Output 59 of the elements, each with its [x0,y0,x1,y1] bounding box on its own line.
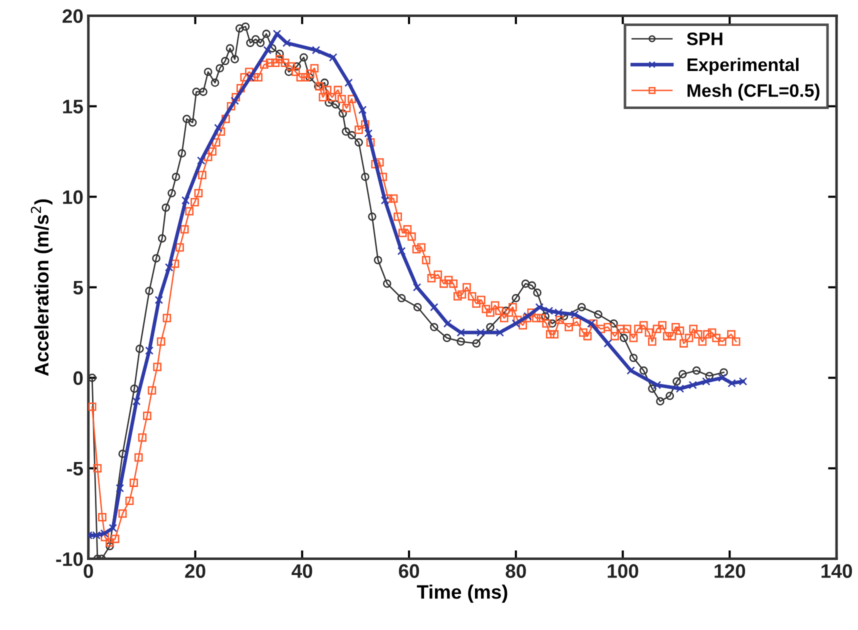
y-tick-label: 20 [62,9,83,23]
point [496,328,504,337]
point [443,319,452,328]
point [181,196,190,205]
point [108,524,118,532]
point [246,73,254,82]
point [430,303,438,312]
point [344,78,353,87]
point [476,328,485,337]
point [214,124,222,132]
point [164,263,174,272]
point [456,328,466,337]
point [358,106,367,114]
point [282,38,291,48]
y-tick-label: -10 [56,552,83,566]
point [154,296,164,304]
x-tick-label: 40 [292,564,312,578]
point [738,377,748,386]
point [652,380,662,390]
point [587,319,596,328]
point [364,129,373,138]
point [230,96,239,105]
point [263,46,272,54]
point [116,484,124,492]
y-tick-label: 0 [73,371,83,386]
y-tick-label: 10 [63,190,83,204]
y-axis-title: Acceleration (m/s$^{2}$) [30,199,52,376]
point [626,366,635,375]
point [328,53,338,62]
y-tick-label: -5 [66,462,83,476]
point [380,196,390,205]
point [512,319,520,328]
point [676,384,684,393]
x-tick-label: 140 [822,564,852,578]
point [570,310,579,319]
x-tick-label: 0 [84,564,93,578]
point [718,374,726,382]
point [145,346,154,355]
point [688,380,697,390]
x-axis-title: Time (ms) [416,584,508,603]
point [132,397,141,406]
point [196,156,206,165]
point [604,339,612,348]
point [312,46,320,54]
point [412,283,422,292]
y-tick-label: 15 [63,100,83,114]
point [535,303,544,312]
point [397,246,406,256]
x-tick-label: 60 [398,564,420,578]
x-tick-label: 20 [185,564,206,578]
point [702,377,710,386]
legend-label: Mesh (CFL=0.5) [688,84,820,101]
x-tick-label: 100 [608,564,638,578]
legend-label: SPH [686,32,722,46]
legend-label: Experimental [688,58,798,75]
x-tick-label: 80 [506,564,526,578]
point [728,379,736,388]
y-tick-label: 5 [73,280,83,295]
x-tick-label: 120 [714,564,746,578]
